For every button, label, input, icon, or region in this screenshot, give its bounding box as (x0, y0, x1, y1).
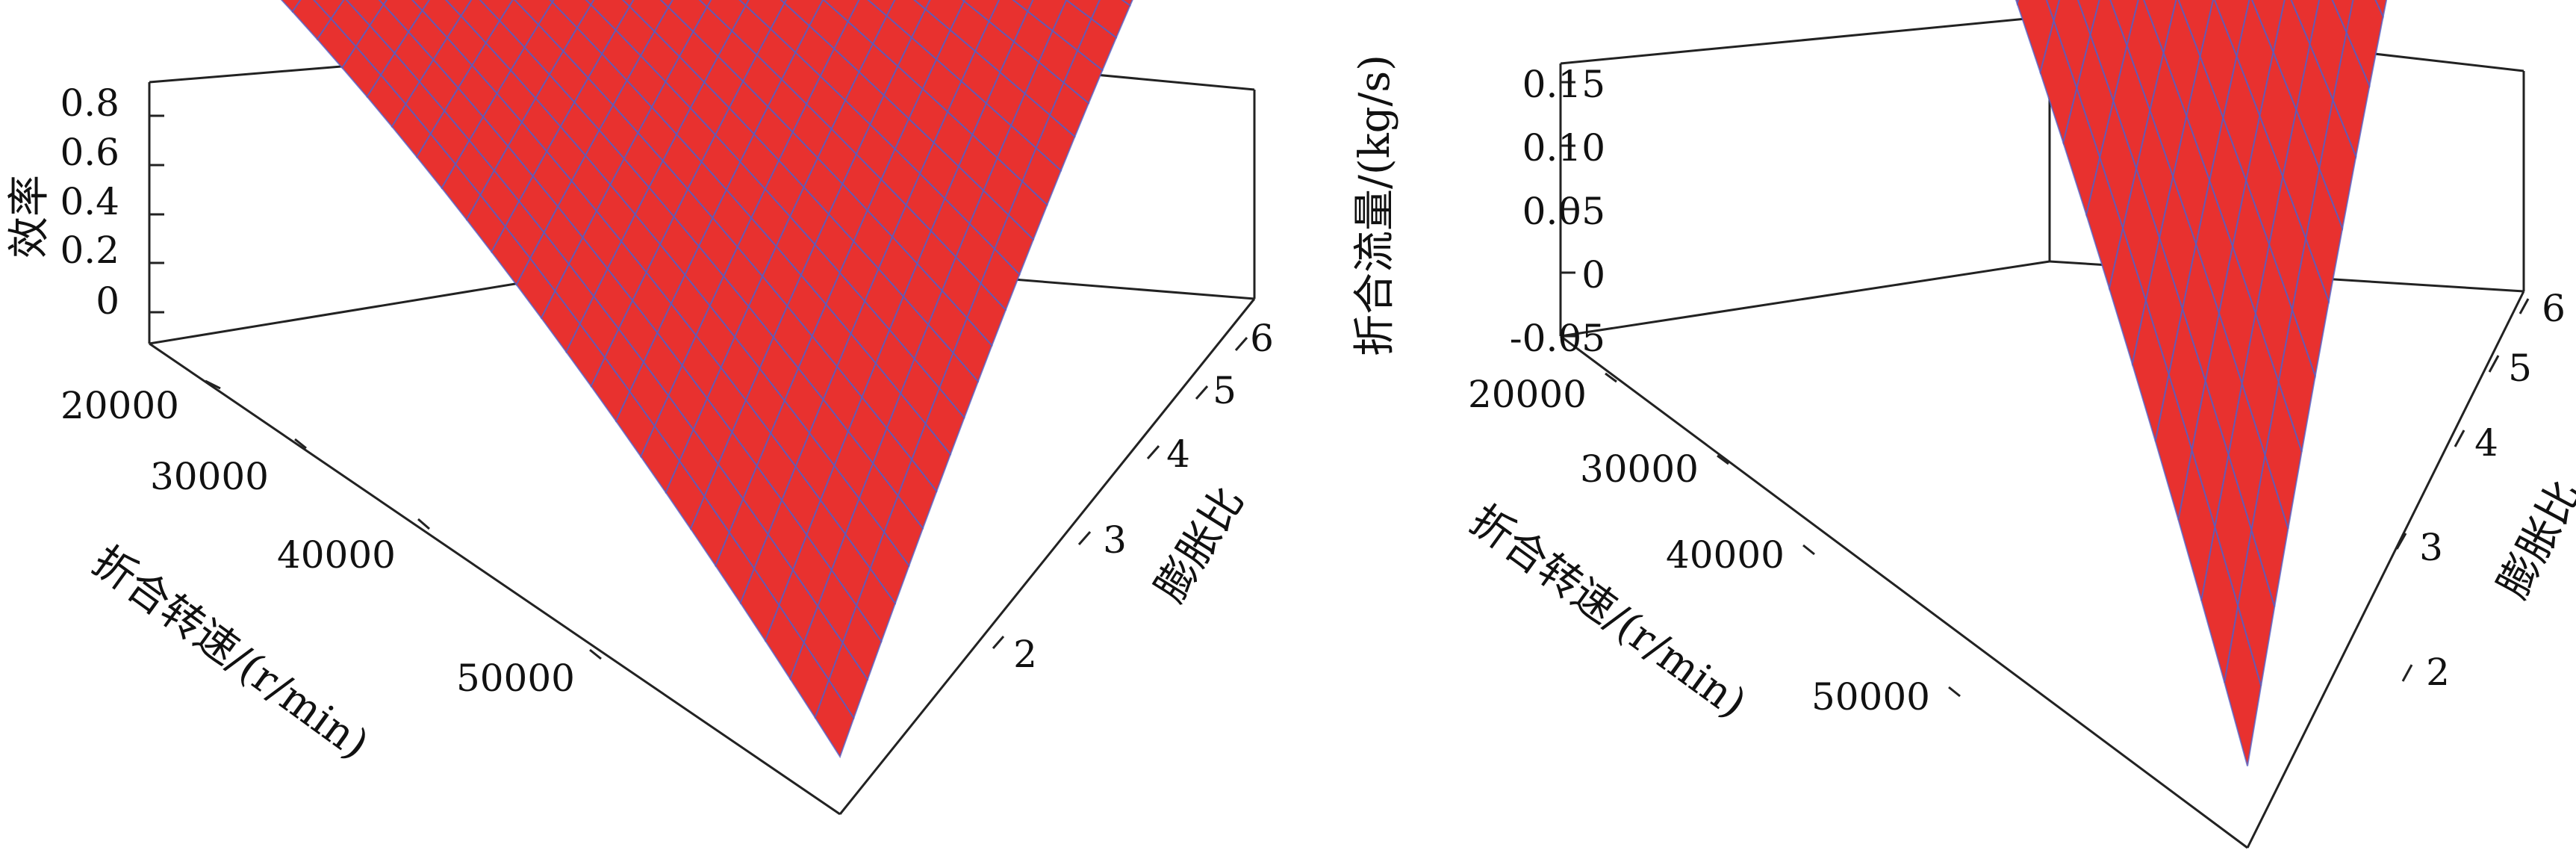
y-tick-label: 2 (1013, 633, 1037, 676)
surface-cell (2177, 0, 2215, 59)
tick-mark (589, 648, 602, 660)
z-tick-label: 0.8 (60, 81, 119, 125)
y-tick-label: 4 (1166, 432, 1190, 476)
x-axis-label: 折合转速/(r/min) (1461, 496, 1755, 728)
tick-mark (992, 636, 1005, 649)
efficiency-surface-plot: 0 0.2 0.4 0.6 0.8 20000 30000 40000 5000… (5, 0, 1274, 816)
z-tick-label: 0.15 (1522, 63, 1605, 106)
x-tick-label: 30000 (1580, 447, 1699, 491)
y-tick-label: 3 (1103, 518, 1127, 562)
flow-surface (2015, 0, 2388, 766)
tick-mark (1948, 686, 1961, 698)
tick-mark (2454, 430, 2465, 447)
surface-cell (2077, 0, 2100, 37)
surface-cell (378, 0, 388, 6)
z-tick-label: 0 (96, 279, 119, 323)
surface-cell (2045, 0, 2061, 24)
axis-line (149, 342, 841, 816)
tick-mark (1146, 445, 1160, 459)
y-tick-label: 6 (2542, 287, 2566, 330)
surface-cell (783, 0, 824, 28)
x-tick-label: 40000 (1666, 533, 1785, 577)
surface-cell (2251, 0, 2286, 55)
x-tick-label: 20000 (60, 384, 179, 427)
tick-mark (1077, 531, 1092, 545)
tick-mark (1802, 544, 1815, 556)
z-tick-label: 0.4 (60, 180, 119, 223)
tick-mark (205, 379, 221, 390)
z-tick-label: 0 (1581, 253, 1605, 297)
axis-line (1560, 260, 2050, 338)
x-tick-label: 50000 (456, 657, 575, 700)
surface-cell (2109, 0, 2139, 49)
y-tick-label: 5 (2508, 347, 2532, 390)
z-tick-label: 0.2 (60, 229, 119, 272)
surface-cell (411, 0, 431, 12)
surface-cell (313, 0, 345, 20)
surface-cell (445, 0, 473, 17)
surface-cell (2374, 0, 2388, 19)
surface-cell (2143, 0, 2177, 56)
axis-line (839, 298, 1256, 815)
axis-line (1560, 15, 2050, 65)
surface-cell (738, 0, 750, 7)
y-axis-label: 膨胀比 (2489, 473, 2576, 607)
tick-mark (1717, 454, 1729, 465)
tick-labels: -0.05 0 0.05 0.10 0.15 20000 30000 40000… (1468, 63, 2566, 719)
efficiency-surface (280, 0, 1133, 759)
surface-cell (1121, 0, 1133, 7)
z-axis-label: 折合流量/(kg/s) (1351, 55, 1399, 356)
tick-mark (1195, 385, 1209, 400)
y-tick-label: 3 (2419, 526, 2443, 569)
tick-mark (2488, 355, 2500, 373)
x-tick-label: 30000 (150, 455, 269, 498)
surface-cell (622, 0, 635, 8)
y-tick-label: 4 (2474, 421, 2498, 465)
tick-mark (417, 518, 430, 530)
surface-cell (1027, 0, 1068, 32)
flow-surface-plot: -0.05 0 0.05 0.10 0.15 20000 30000 40000… (1351, 0, 2576, 849)
tick-mark (2519, 298, 2530, 314)
surface-cell (2213, 0, 2250, 59)
y-tick-label: 2 (2426, 651, 2450, 694)
tick-mark (294, 438, 307, 450)
x-tick-label: 50000 (1811, 675, 1930, 719)
tick-labels: 0 0.2 0.4 0.6 0.8 20000 30000 40000 5000… (60, 81, 1273, 700)
surface-cell (963, 0, 1001, 23)
surface-cell (659, 0, 673, 9)
surface-cell (479, 0, 514, 22)
z-axis-label: 效率 (5, 175, 54, 258)
tick-mark (2401, 664, 2413, 682)
y-axis-label: 膨胀比 (1146, 479, 1254, 611)
surface-cell (1065, 0, 1101, 20)
x-tick-label: 40000 (277, 533, 396, 577)
surface-cell (698, 0, 712, 8)
tick-mark (1605, 372, 1617, 383)
axis-line (1560, 335, 2248, 849)
y-tick-label: 6 (1250, 317, 1274, 360)
z-tick-label: 0.10 (1522, 126, 1605, 170)
y-tick-label: 5 (1213, 369, 1236, 412)
z-tick-label: -0.05 (1510, 317, 1605, 360)
z-tick-label: 0.6 (60, 131, 119, 174)
axis-box (1559, 15, 2530, 849)
tick-mark (2395, 533, 2407, 550)
axis-line (2246, 291, 2525, 849)
z-tick-label: 0.05 (1522, 190, 1605, 233)
tick-mark (1234, 337, 1248, 351)
surface-cell (585, 0, 595, 7)
surface-cell (1012, 0, 1034, 13)
x-tick-label: 20000 (1468, 373, 1587, 416)
surface-cell (280, 0, 302, 13)
